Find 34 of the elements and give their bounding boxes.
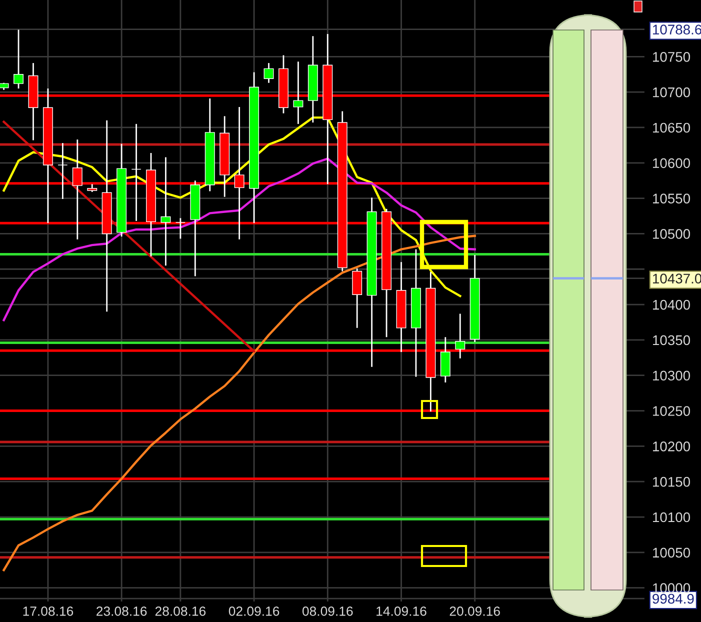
y-tick-label: 10600 (653, 158, 690, 168)
y-tick-label: 10050 (653, 548, 690, 558)
x-tick-label: 23.08.16 (96, 606, 147, 616)
y-tick-label: 10400 (653, 300, 690, 310)
y-tick-label: 9984.9 (652, 594, 694, 604)
candlestick (131, 123, 142, 222)
x-tick-label: 17.08.16 (23, 606, 74, 616)
y-tick-label: 10700 (653, 87, 690, 98)
line-series (2, 158, 476, 322)
y-tick-label: 10100 (653, 512, 690, 522)
y-tick-label: 10000 (653, 583, 690, 594)
candlestick (160, 156, 171, 266)
y-tick-label: 10300 (653, 370, 690, 381)
y-tick-label: 10250 (653, 406, 690, 416)
candlestick (293, 60, 304, 125)
candlestick (455, 313, 466, 360)
candlestick (58, 142, 68, 200)
y-tick-label: 10500 (653, 229, 690, 239)
x-tick-label: 14.09.16 (376, 606, 426, 616)
x-tick-label: 28.08.16 (155, 606, 206, 616)
candlestick (175, 217, 186, 240)
x-tick-label: 08.09.16 (302, 606, 353, 616)
y-tick-label: 10200 (653, 442, 690, 452)
y-tick-label: 10650 (653, 122, 690, 133)
x-tick-label: 02.09.16 (228, 606, 280, 616)
candlestick (352, 268, 362, 329)
line-series (2, 234, 476, 572)
y-tick-label: 10550 (653, 194, 690, 204)
x-tick-label: 20.09.16 (450, 606, 500, 616)
y-tick-label: 10150 (653, 476, 690, 487)
candlestick (14, 29, 24, 90)
y-tick-label: 10350 (653, 335, 690, 346)
y-tick-label: 10750 (653, 52, 690, 62)
candlestick (264, 62, 274, 84)
